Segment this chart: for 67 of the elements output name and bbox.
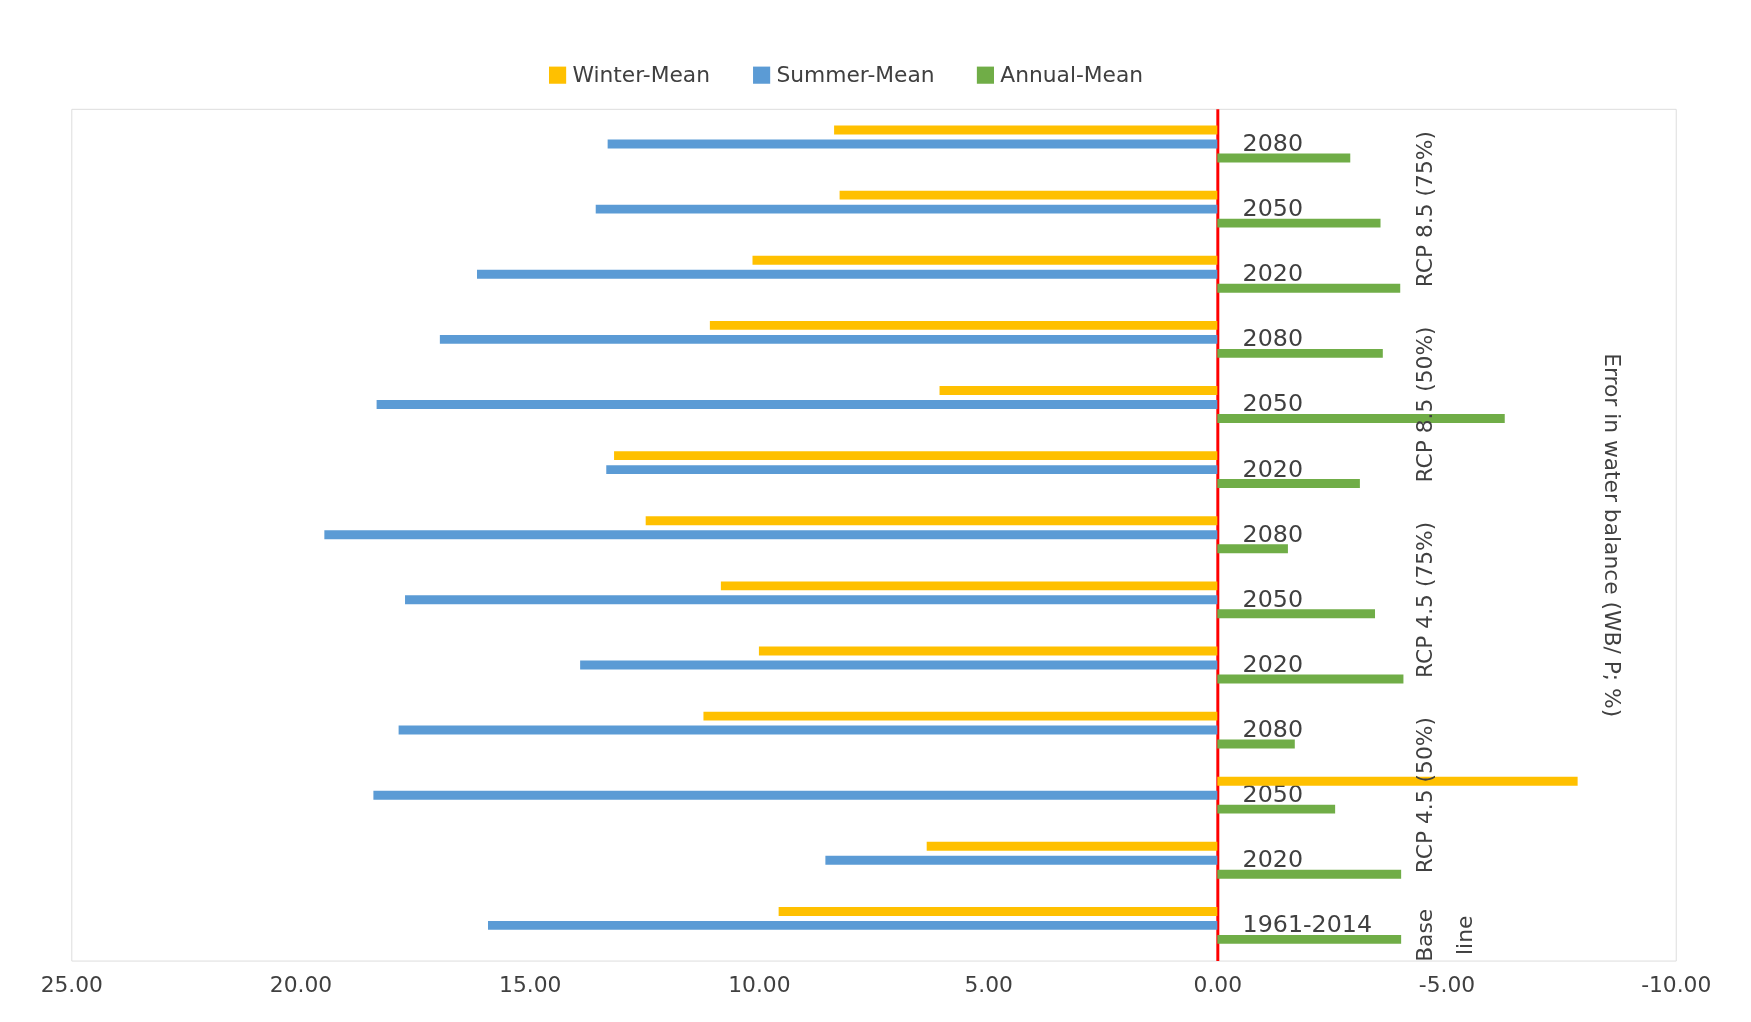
- x-tick-label: -5.00: [1418, 971, 1476, 997]
- annotation: RCP 4.5 (50%): [1412, 717, 1438, 874]
- y-tick-label: 2020: [1242, 649, 1304, 678]
- y-axis-title: Error in water balance (WB/ P; %): [1599, 353, 1625, 718]
- bar: [645, 516, 1218, 526]
- legend-label: Summer-Mean: [776, 62, 935, 88]
- bar: [595, 204, 1218, 214]
- y-tick-label: 2080: [1242, 715, 1304, 743]
- bar: [1217, 674, 1404, 684]
- bar: [1217, 348, 1383, 358]
- x-tick-label: -10.00: [1641, 971, 1712, 997]
- bar: [1217, 544, 1288, 554]
- bar: [939, 386, 1218, 395]
- y-tick-label: 2050: [1242, 389, 1304, 418]
- bar: [758, 646, 1218, 656]
- bar: [324, 530, 1218, 540]
- x-tick-label: 25.00: [40, 971, 103, 997]
- bar: [778, 906, 1218, 916]
- annotation: RCP 4.5 (75%): [1412, 521, 1438, 678]
- y-tick-label: 2050: [1242, 584, 1304, 613]
- legend-label: Annual-Mean: [1000, 62, 1144, 88]
- bar: [825, 855, 1218, 865]
- y-tick-label: 2080: [1242, 519, 1304, 548]
- bar: [720, 581, 1218, 591]
- y-tick-label: 1961-2014: [1242, 910, 1373, 939]
- bar: [1217, 804, 1336, 814]
- bar: [703, 711, 1218, 721]
- bar: [398, 725, 1218, 735]
- bar: [1217, 283, 1401, 293]
- bar: [1217, 609, 1376, 619]
- x-tick-label: 10.00: [728, 971, 791, 997]
- bar: [405, 595, 1218, 605]
- y-tick-label: 2050: [1242, 194, 1304, 223]
- y-tick-label: 2050: [1242, 780, 1304, 809]
- x-tick-label: 0.00: [1193, 971, 1243, 997]
- bar: [376, 400, 1218, 409]
- annotation: RCP 8.5 (75%): [1412, 131, 1438, 288]
- bar: [607, 139, 1218, 149]
- y-tick-label: 2020: [1242, 454, 1304, 483]
- legend-label: Winter-Mean: [572, 62, 710, 88]
- bar: [1217, 153, 1351, 163]
- bar: [839, 190, 1218, 200]
- bar: [373, 790, 1218, 800]
- bar: [926, 841, 1218, 851]
- y-tick-label: 2080: [1242, 128, 1304, 157]
- annotation: RCP 8.5 (50%): [1412, 326, 1438, 483]
- x-tick-label: 15.00: [499, 971, 562, 997]
- y-tick-label: 2020: [1242, 845, 1304, 874]
- y-tick-label: 2080: [1242, 324, 1304, 353]
- bar: [477, 269, 1218, 279]
- bar: [752, 255, 1218, 265]
- y-tick-label: 2020: [1242, 259, 1304, 288]
- bar: [1217, 479, 1360, 489]
- bar: [1217, 869, 1402, 879]
- bar: [488, 920, 1218, 930]
- x-tick-label: 5.00: [964, 971, 1013, 997]
- bar: [614, 451, 1218, 461]
- annotation: Base line: [1412, 908, 1477, 962]
- bar: [1217, 739, 1295, 749]
- bar: [1217, 934, 1402, 944]
- bar: [580, 660, 1218, 670]
- x-tick-label: 20.00: [269, 971, 333, 997]
- bar: [709, 320, 1218, 330]
- bar: [606, 465, 1218, 475]
- bar: [834, 125, 1218, 135]
- bar: [1217, 218, 1381, 228]
- bar: [439, 334, 1218, 344]
